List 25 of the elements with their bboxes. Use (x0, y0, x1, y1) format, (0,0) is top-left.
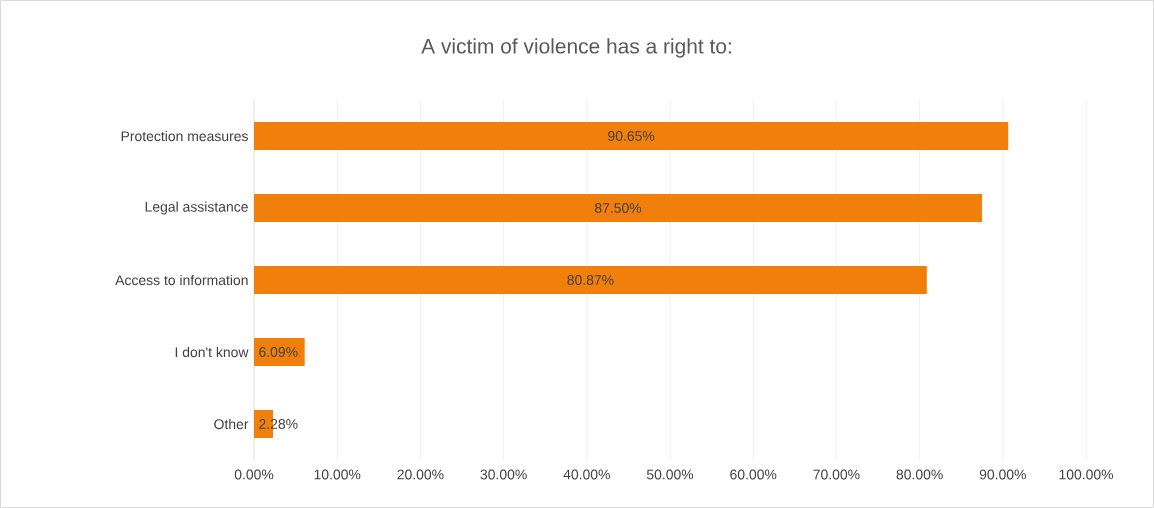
data-label: 90.65% (608, 131, 655, 141)
bar (254, 266, 927, 294)
x-tick-label: 60.00% (730, 469, 777, 480)
y-tick-label: Protection measures (121, 130, 248, 142)
chart-title: A victim of violence has a right to: (421, 38, 731, 58)
y-tick-label: Other (214, 418, 249, 430)
bar (254, 194, 983, 222)
x-tick-label: 50.00% (646, 469, 694, 480)
y-tick-label: I don't know (175, 346, 249, 358)
x-tick-label: 30.00% (480, 469, 527, 480)
x-tick-label: 90.00% (979, 469, 1026, 480)
x-tick-label: 80.00% (896, 469, 943, 480)
x-tick-label: 40.00% (563, 469, 610, 480)
data-label: 87.50% (594, 203, 642, 213)
y-tick-label: Access to information (115, 274, 248, 286)
x-tick-label: 20.00% (397, 469, 444, 480)
data-label: 80.87% (567, 275, 614, 285)
x-tick-label: 70.00% (813, 469, 860, 480)
x-tick-label: 0.00% (234, 469, 274, 480)
x-tick-label: 10.00% (314, 469, 361, 480)
y-tick-label: Legal assistance (145, 201, 248, 215)
x-tick-label: 100.00% (1059, 469, 1114, 480)
data-label: 6.09% (259, 347, 298, 357)
bar (254, 122, 1009, 151)
bar (254, 338, 305, 366)
